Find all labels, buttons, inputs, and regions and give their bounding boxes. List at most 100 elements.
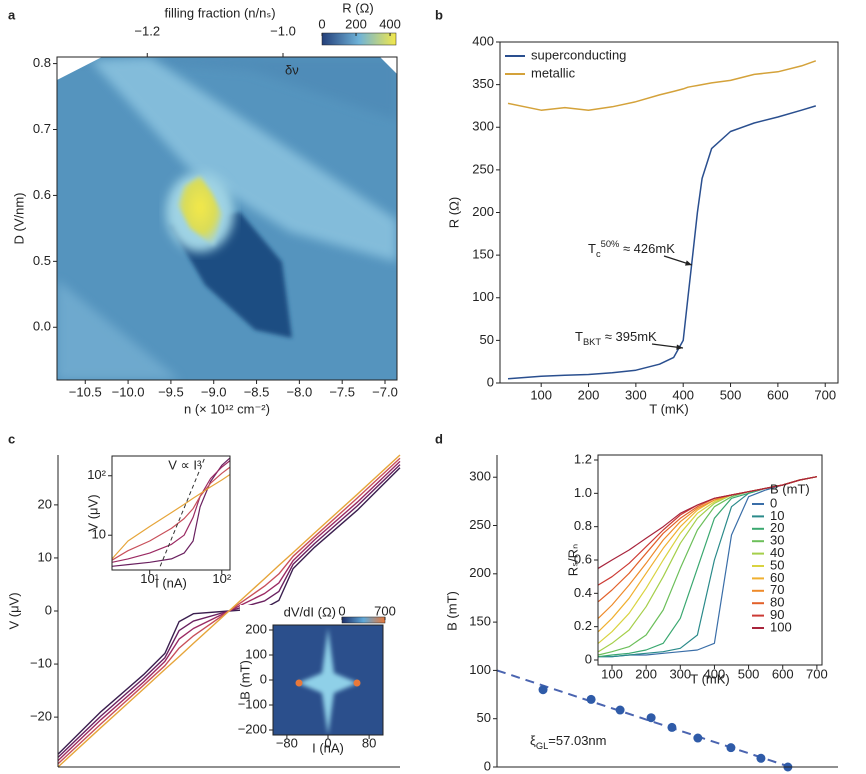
y-tick-label: 10²: [87, 467, 106, 482]
x-axis-label: n (× 10¹² cm⁻²): [184, 401, 270, 416]
legend-label: 0: [770, 495, 777, 510]
x-tick-label: 200: [578, 387, 600, 402]
data-point: [646, 713, 656, 723]
colorbar: [321, 32, 397, 46]
x-tick-label: −80: [276, 735, 298, 750]
y-tick-label: 0: [260, 671, 267, 686]
guide-line: [159, 457, 206, 567]
y-tick-label: 0.8: [33, 55, 51, 70]
y-tick-label: 0.7: [33, 121, 51, 136]
y-tick-label: −100: [238, 696, 267, 711]
panel-label: d: [435, 431, 443, 446]
y-tick-label: 0.0: [33, 319, 51, 334]
x2-tick-label: −1.2: [134, 23, 160, 38]
x-tick-label: −8.5: [244, 384, 270, 399]
data-point: [586, 694, 596, 704]
legend-title: B (mT): [770, 481, 810, 496]
x2-tick-label: −1.0: [270, 23, 296, 38]
legend-label: 50: [770, 557, 784, 572]
y-tick-label: 0.8: [574, 518, 592, 533]
annotation-arrowhead: [685, 260, 692, 266]
y-tick-label: 0: [585, 651, 592, 666]
y-tick-label: 250: [472, 161, 494, 176]
x2-axis-label: filling fraction (n/nₛ): [164, 5, 275, 20]
inset-background: [92, 452, 234, 588]
y-tick-label: 200: [245, 621, 267, 636]
y-tick-label: 0: [484, 758, 491, 773]
y-axis-label: V (μV): [85, 494, 100, 531]
panel-label: b: [435, 7, 443, 22]
x-tick-label: 700: [814, 387, 836, 402]
panel-label: c: [8, 431, 15, 446]
y-tick-label: 200: [469, 565, 491, 580]
legend-label: 100: [770, 619, 792, 634]
x-tick-label: 300: [669, 666, 691, 681]
legend-label: 40: [770, 545, 784, 560]
annotation-part: =57.03nm: [548, 733, 606, 748]
legend-label: 90: [770, 607, 784, 622]
annotation-part: T: [588, 241, 596, 256]
y-tick-label: 10: [92, 527, 106, 542]
legend-label: 30: [770, 533, 784, 548]
series-line: [597, 476, 818, 569]
x-tick-label: 400: [704, 666, 726, 681]
x-tick-label: 0: [324, 735, 331, 750]
y-tick-label: −200: [238, 721, 267, 736]
annotation-arrowhead: [676, 344, 683, 350]
x-tick-label: 300: [625, 387, 647, 402]
x-axis-label: T (mK): [649, 401, 688, 416]
y-tick-label: 300: [469, 469, 491, 484]
y-axis-label: R (Ω): [446, 197, 461, 228]
data-point: [726, 743, 736, 753]
series-line: [57, 454, 401, 768]
y-tick-label: 20: [38, 496, 52, 511]
data-point: [756, 753, 766, 763]
x-tick-label: 100: [601, 666, 623, 681]
annotation-part: GL: [536, 741, 548, 751]
legend-label: superconducting: [531, 47, 626, 62]
x-tick-label: 80: [362, 735, 376, 750]
y-tick-label: 1.0: [574, 485, 592, 500]
series-line: [507, 105, 817, 380]
legend-label: 10: [770, 508, 784, 523]
annotation: Tc50% ≈ 426mK: [588, 239, 675, 259]
y-tick-label: 300: [472, 119, 494, 134]
x-tick-label: 500: [738, 666, 760, 681]
colorbar-tick-label: 0: [338, 603, 345, 618]
y-tick-label: 0.6: [574, 551, 592, 566]
data-point: [667, 722, 677, 732]
y-axis-label: Rₛ/Rₙ: [565, 544, 580, 576]
x-tick-label: −10.5: [69, 384, 102, 399]
y-axis-label: D (V/nm): [11, 193, 26, 245]
annotation-part: ξ: [530, 733, 536, 748]
y-tick-label: 150: [469, 614, 491, 629]
y-tick-label: 50: [480, 332, 494, 347]
y-tick-label: 1.2: [574, 451, 592, 466]
x-tick-label: 10¹: [140, 571, 159, 586]
x-tick-label: −8.0: [287, 384, 313, 399]
y-tick-label: 10: [38, 549, 52, 564]
colorbar-tick-label: 400: [379, 16, 401, 31]
x-tick-label: 200: [635, 666, 657, 681]
x-tick-label: −7.5: [329, 384, 355, 399]
legend-label: 20: [770, 520, 784, 535]
series-line: [111, 474, 231, 560]
x-tick-label: 500: [720, 387, 742, 402]
plot-frame: [56, 56, 398, 381]
legend-label: 60: [770, 570, 784, 585]
y-tick-label: −10: [30, 655, 52, 670]
y-tick-label: 400: [472, 33, 494, 48]
x-tick-label: 600: [767, 387, 789, 402]
y-tick-label: 0.4: [574, 585, 592, 600]
x-tick-label: 400: [672, 387, 694, 402]
y-tick-label: 100: [245, 646, 267, 661]
y-tick-label: 150: [472, 247, 494, 262]
colorbar-tick-label: 200: [345, 16, 367, 31]
y-axis-label: B (mT): [444, 591, 459, 631]
x-tick-label: 600: [772, 666, 794, 681]
y-tick-label: −20: [30, 709, 52, 724]
annotation-part: 50%: [601, 239, 620, 249]
y-axis-label: B (mT): [237, 660, 252, 700]
x-tick-label: 100: [530, 387, 552, 402]
